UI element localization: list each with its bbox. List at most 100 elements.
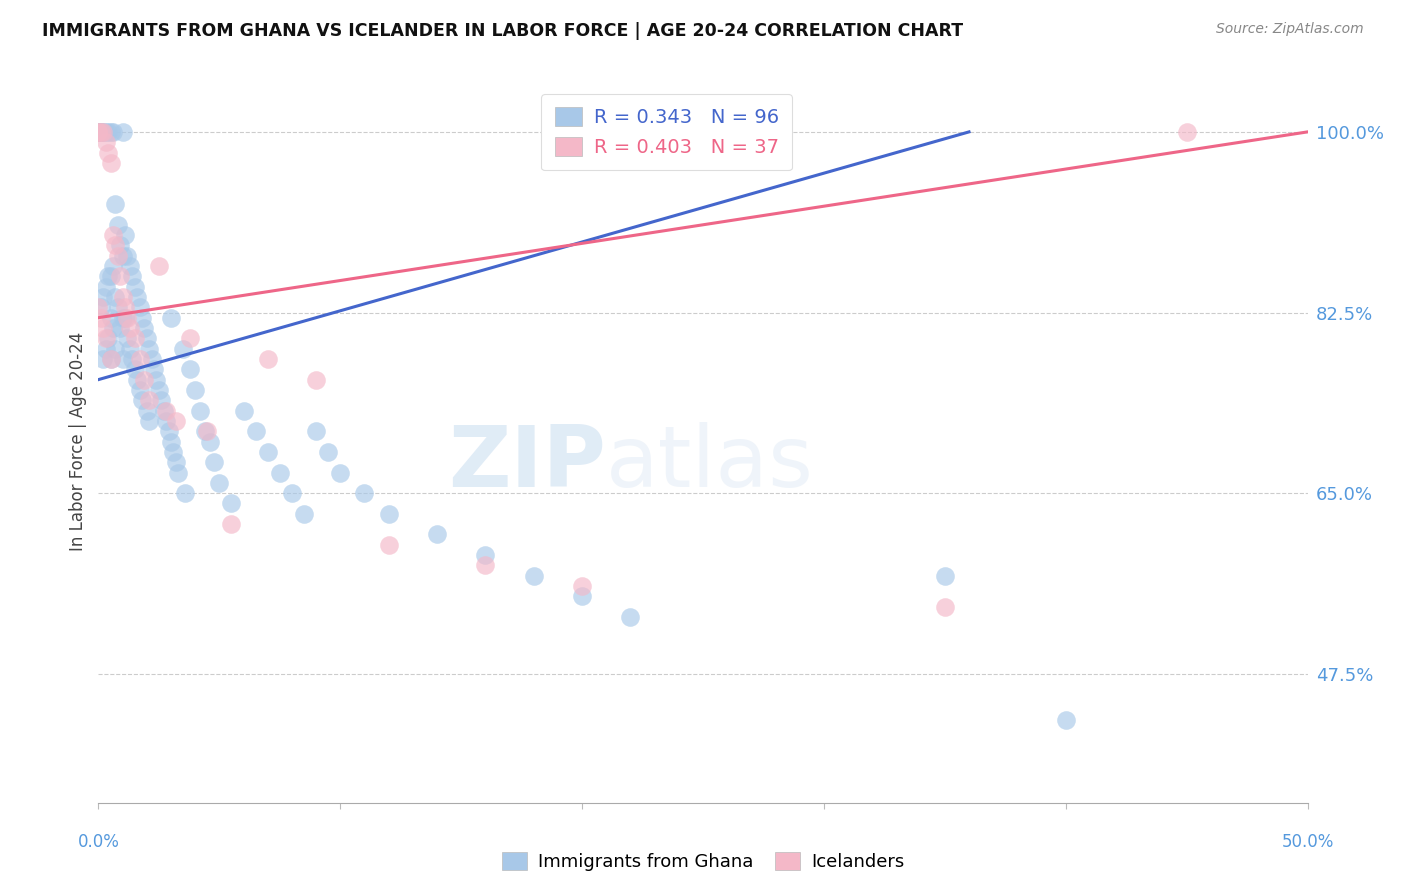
Point [100,125,122,139]
Text: ZIP: ZIP [449,422,606,505]
Point [165,414,187,428]
Legend: R = 0.343   N = 96, R = 0.403   N = 37: R = 0.343 N = 96, R = 0.403 N = 37 [541,94,793,170]
Point [145,373,167,387]
Point [198,434,221,449]
Point [107,249,129,263]
Point [221,517,243,532]
Point [138,342,160,356]
Point [135,331,157,345]
Point [124,362,146,376]
Point [104,197,127,211]
Point [128,383,150,397]
Point [90,125,112,139]
Point [160,310,183,325]
Point [184,383,207,397]
Point [111,125,134,139]
Point [377,538,399,552]
Point [118,321,141,335]
Text: atlas: atlas [606,422,814,505]
Point [118,342,141,356]
Point [91,290,114,304]
Point [305,424,328,438]
Point [114,228,136,243]
Point [194,424,217,438]
Point [114,310,136,325]
Point [1054,713,1077,727]
Point [165,455,187,469]
Point [127,290,149,304]
Point [256,445,278,459]
Point [100,269,122,284]
Point [108,269,131,284]
Point [571,590,593,604]
Point [94,125,117,139]
Point [97,145,120,160]
Point [204,455,226,469]
Point [152,403,174,417]
Y-axis label: In Labor Force | Age 20-24: In Labor Force | Age 20-24 [69,332,87,551]
Point [100,156,122,170]
Point [232,403,254,417]
Point [94,135,117,149]
Point [619,610,641,624]
Point [1175,125,1198,139]
Point [135,403,157,417]
Point [101,259,124,273]
Point [292,507,315,521]
Point [134,321,156,335]
Point [91,321,114,335]
Point [179,362,201,376]
Point [101,321,124,335]
Point [97,125,120,139]
Point [91,125,114,139]
Point [121,269,143,284]
Point [131,393,153,408]
Point [101,125,124,139]
Point [87,301,110,315]
Point [143,362,166,376]
Point [148,259,170,273]
Point [107,301,129,315]
Point [934,568,956,582]
Point [353,486,375,500]
Text: Source: ZipAtlas.com: Source: ZipAtlas.com [1216,22,1364,37]
Point [117,310,139,325]
Point [94,331,117,345]
Point [100,351,122,366]
Point [87,125,110,139]
Legend: Immigrants from Ghana, Icelanders: Immigrants from Ghana, Icelanders [495,846,911,879]
Point [108,321,131,335]
Point [426,527,449,541]
Point [134,373,156,387]
Point [245,424,267,438]
Point [104,342,127,356]
Point [128,301,150,315]
Point [474,558,496,573]
Point [128,351,150,366]
Point [157,424,180,438]
Point [256,351,278,366]
Point [107,218,129,232]
Point [131,310,153,325]
Point [101,228,124,243]
Point [150,393,173,408]
Point [104,290,127,304]
Point [111,310,134,325]
Point [179,331,201,345]
Point [90,125,112,139]
Point [91,125,114,139]
Point [111,351,134,366]
Point [90,125,112,139]
Text: IMMIGRANTS FROM GHANA VS ICELANDER IN LABOR FORCE | AGE 20-24 CORRELATION CHART: IMMIGRANTS FROM GHANA VS ICELANDER IN LA… [42,22,963,40]
Point [155,414,177,428]
Point [188,403,211,417]
Point [114,301,136,315]
Point [305,373,328,387]
Point [281,486,304,500]
Point [108,238,131,252]
Point [571,579,593,593]
Point [141,351,163,366]
Point [148,383,170,397]
Point [155,403,177,417]
Text: 50.0%: 50.0% [1281,833,1334,851]
